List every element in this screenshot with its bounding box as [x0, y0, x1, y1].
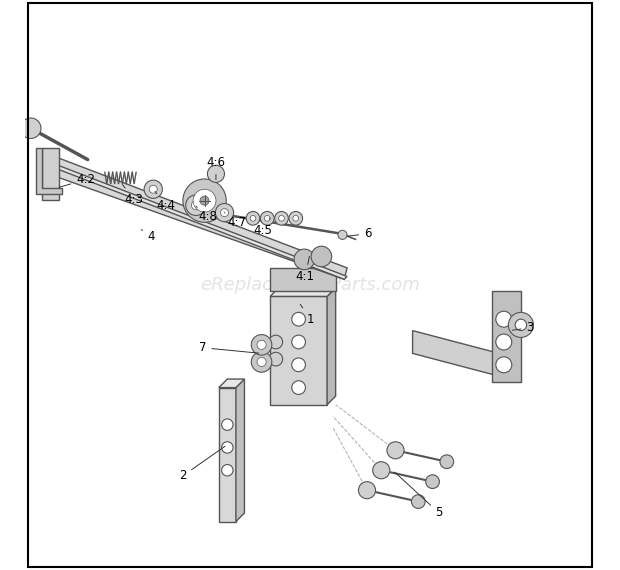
Circle shape: [508, 312, 533, 337]
Circle shape: [257, 357, 266, 367]
Circle shape: [257, 340, 266, 349]
Circle shape: [149, 185, 157, 193]
Text: 4:7: 4:7: [224, 213, 246, 229]
Circle shape: [269, 352, 283, 366]
Circle shape: [251, 335, 272, 355]
Circle shape: [412, 495, 425, 508]
Circle shape: [293, 215, 299, 221]
Circle shape: [264, 215, 270, 221]
Circle shape: [496, 311, 511, 327]
Circle shape: [426, 475, 440, 488]
Text: 4:5: 4:5: [253, 218, 272, 237]
Circle shape: [250, 215, 256, 221]
Polygon shape: [42, 148, 59, 200]
Circle shape: [222, 442, 233, 453]
Circle shape: [183, 179, 226, 222]
Circle shape: [251, 352, 272, 372]
Circle shape: [222, 419, 233, 430]
Circle shape: [311, 246, 332, 267]
Circle shape: [294, 249, 314, 270]
Text: eReplacementParts.com: eReplacementParts.com: [200, 276, 420, 294]
Text: 4:6: 4:6: [206, 156, 226, 180]
Text: 5: 5: [395, 472, 443, 519]
Text: 4:3: 4:3: [123, 185, 144, 206]
Circle shape: [221, 209, 229, 217]
Circle shape: [292, 312, 306, 326]
Polygon shape: [48, 162, 347, 279]
Circle shape: [193, 189, 216, 212]
Polygon shape: [42, 154, 347, 279]
Circle shape: [269, 335, 283, 349]
Polygon shape: [236, 379, 244, 522]
Text: 3: 3: [512, 321, 534, 334]
Polygon shape: [492, 291, 521, 382]
Text: 4:8: 4:8: [196, 206, 218, 223]
Circle shape: [278, 215, 285, 221]
Circle shape: [338, 230, 347, 239]
Circle shape: [222, 465, 233, 476]
Text: 2: 2: [179, 446, 225, 482]
Circle shape: [192, 201, 200, 210]
Circle shape: [144, 180, 162, 198]
Circle shape: [200, 196, 209, 205]
Polygon shape: [327, 288, 335, 405]
Circle shape: [260, 211, 274, 225]
Circle shape: [515, 319, 526, 331]
Polygon shape: [219, 379, 244, 388]
Text: 7: 7: [199, 341, 259, 354]
Polygon shape: [412, 331, 521, 382]
Text: 4:1: 4:1: [296, 256, 315, 283]
Circle shape: [208, 165, 224, 182]
Circle shape: [373, 462, 390, 479]
Text: 6: 6: [347, 227, 371, 240]
Circle shape: [186, 195, 206, 215]
Circle shape: [496, 357, 511, 373]
Polygon shape: [219, 388, 236, 522]
Polygon shape: [270, 296, 327, 405]
Circle shape: [496, 334, 511, 350]
Circle shape: [289, 211, 303, 225]
Circle shape: [358, 482, 376, 499]
Text: 4:2: 4:2: [59, 173, 95, 188]
Circle shape: [246, 211, 260, 225]
Circle shape: [387, 442, 404, 459]
Circle shape: [292, 335, 306, 349]
Circle shape: [440, 455, 454, 469]
Circle shape: [215, 203, 234, 222]
Text: 1: 1: [300, 304, 314, 325]
Circle shape: [275, 211, 288, 225]
Circle shape: [20, 118, 41, 139]
Text: 4: 4: [141, 230, 155, 243]
Polygon shape: [270, 288, 335, 296]
Circle shape: [292, 358, 306, 372]
Polygon shape: [270, 268, 335, 291]
Circle shape: [292, 381, 306, 394]
Text: 4:4: 4:4: [155, 192, 175, 211]
Polygon shape: [37, 148, 62, 194]
